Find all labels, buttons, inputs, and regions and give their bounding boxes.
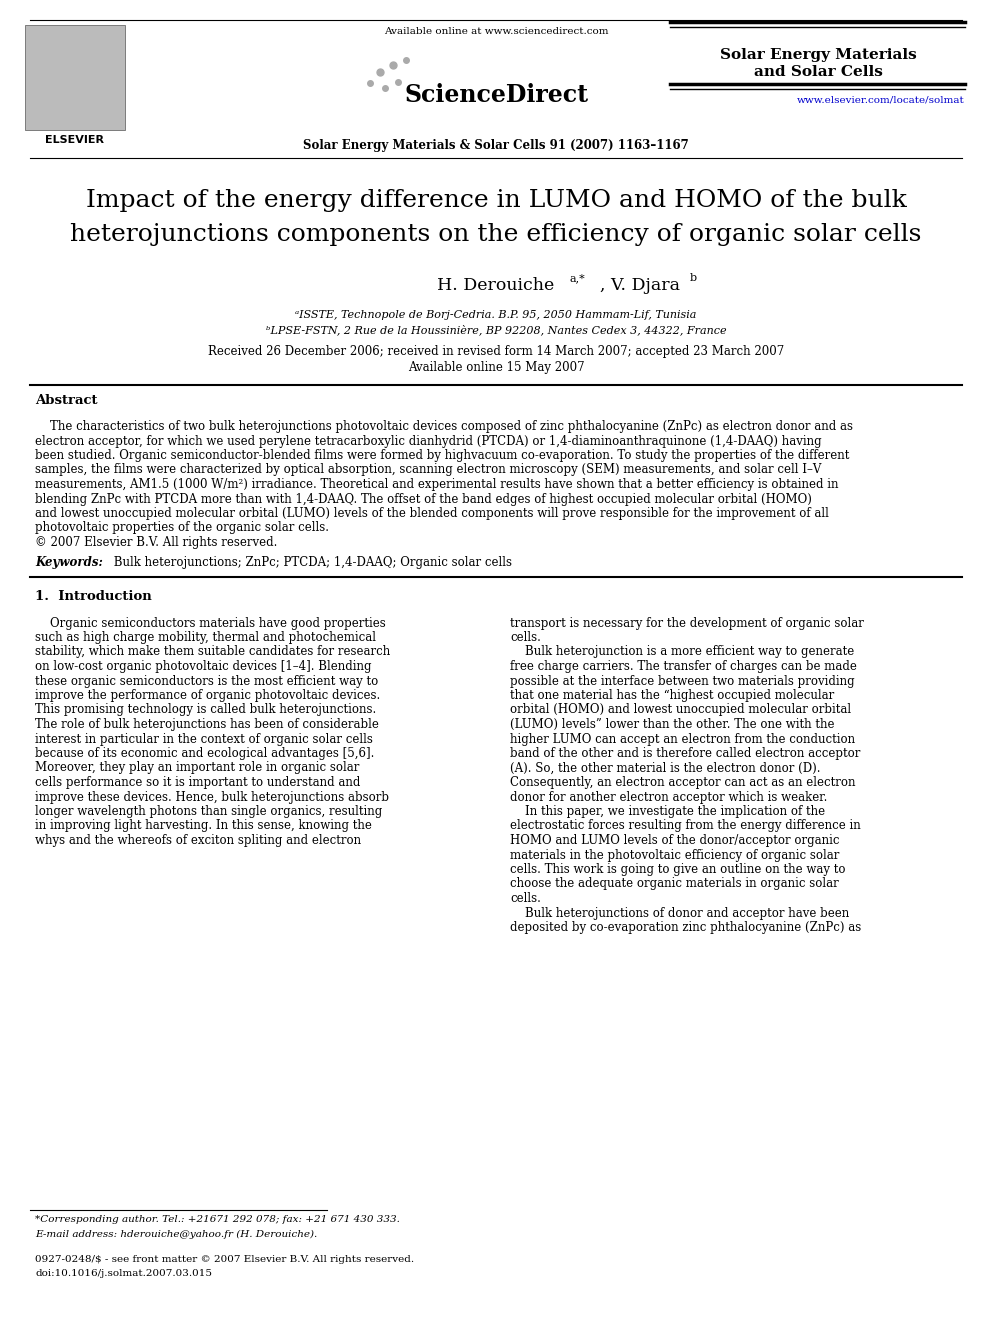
Text: In this paper, we investigate the implication of the: In this paper, we investigate the implic…: [510, 804, 825, 818]
Text: and Solar Cells: and Solar Cells: [754, 65, 883, 79]
Text: higher LUMO can accept an electron from the conduction: higher LUMO can accept an electron from …: [510, 733, 855, 745]
Text: materials in the photovoltaic efficiency of organic solar: materials in the photovoltaic efficiency…: [510, 848, 839, 861]
Text: such as high charge mobility, thermal and photochemical: such as high charge mobility, thermal an…: [35, 631, 376, 644]
Text: cells. This work is going to give an outline on the way to: cells. This work is going to give an out…: [510, 863, 845, 876]
Text: choose the adequate organic materials in organic solar: choose the adequate organic materials in…: [510, 877, 839, 890]
Text: electron acceptor, for which we used perylene tetracarboxylic dianhydrid (PTCDA): electron acceptor, for which we used per…: [35, 434, 821, 447]
Text: Keywords:: Keywords:: [35, 556, 103, 569]
Text: transport is necessary for the development of organic solar: transport is necessary for the developme…: [510, 617, 864, 630]
Text: This promising technology is called bulk heterojunctions.: This promising technology is called bulk…: [35, 704, 376, 717]
Text: Received 26 December 2006; received in revised form 14 March 2007; accepted 23 M: Received 26 December 2006; received in r…: [208, 345, 784, 359]
Text: improve the performance of organic photovoltaic devices.: improve the performance of organic photo…: [35, 689, 380, 703]
Text: cells.: cells.: [510, 892, 541, 905]
Text: 1.  Introduction: 1. Introduction: [35, 590, 152, 603]
Text: The characteristics of two bulk heterojunctions photovoltaic devices composed of: The characteristics of two bulk heteroju…: [35, 419, 853, 433]
Text: free charge carriers. The transfer of charges can be made: free charge carriers. The transfer of ch…: [510, 660, 857, 673]
Text: been studied. Organic semiconductor-blended films were formed by highvacuum co-e: been studied. Organic semiconductor-blen…: [35, 448, 849, 462]
Text: Abstract: Abstract: [35, 393, 97, 406]
Text: Bulk heterojunctions of donor and acceptor have been: Bulk heterojunctions of donor and accept…: [510, 906, 849, 919]
Text: Available online at www.sciencedirect.com: Available online at www.sciencedirect.co…: [384, 28, 608, 37]
Text: Solar Energy Materials: Solar Energy Materials: [719, 48, 917, 62]
Text: orbital (HOMO) and lowest unoccupied molecular orbital: orbital (HOMO) and lowest unoccupied mol…: [510, 704, 851, 717]
Text: b: b: [690, 273, 697, 283]
Text: blending ZnPc with PTCDA more than with 1,4-DAAQ. The offset of the band edges o: blending ZnPc with PTCDA more than with …: [35, 492, 811, 505]
Text: HOMO and LUMO levels of the donor/acceptor organic: HOMO and LUMO levels of the donor/accept…: [510, 833, 839, 847]
Text: cells.: cells.: [510, 631, 541, 644]
Text: (A). So, the other material is the electron donor (D).: (A). So, the other material is the elect…: [510, 762, 820, 774]
Text: *Corresponding author. Tel.: +21671 292 078; fax: +21 671 430 333.: *Corresponding author. Tel.: +21671 292 …: [35, 1216, 400, 1225]
Text: that one material has the “highest occupied molecular: that one material has the “highest occup…: [510, 689, 834, 703]
Text: Available online 15 May 2007: Available online 15 May 2007: [408, 360, 584, 373]
Text: whys and the whereofs of exciton spliting and electron: whys and the whereofs of exciton splitin…: [35, 833, 361, 847]
Text: these organic semiconductors is the most efficient way to: these organic semiconductors is the most…: [35, 675, 378, 688]
Text: www.elsevier.com/locate/solmat: www.elsevier.com/locate/solmat: [798, 95, 965, 105]
Text: ᵇLPSE-FSTN, 2 Rue de la Houssinière, BP 92208, Nantes Cedex 3, 44322, France: ᵇLPSE-FSTN, 2 Rue de la Houssinière, BP …: [266, 324, 726, 336]
Text: The role of bulk heterojunctions has been of considerable: The role of bulk heterojunctions has bee…: [35, 718, 379, 732]
Text: interest in particular in the context of organic solar cells: interest in particular in the context of…: [35, 733, 373, 745]
Text: stability, which make them suitable candidates for research: stability, which make them suitable cand…: [35, 646, 390, 659]
Text: electrostatic forces resulting from the energy difference in: electrostatic forces resulting from the …: [510, 819, 861, 832]
Text: improve these devices. Hence, bulk heterojunctions absorb: improve these devices. Hence, bulk heter…: [35, 791, 389, 803]
Text: photovoltaic properties of the organic solar cells.: photovoltaic properties of the organic s…: [35, 521, 329, 534]
Text: E-mail address: hderouiche@yahoo.fr (H. Derouiche).: E-mail address: hderouiche@yahoo.fr (H. …: [35, 1229, 317, 1238]
Text: Organic semiconductors materials have good properties: Organic semiconductors materials have go…: [35, 617, 386, 630]
Text: doi:10.1016/j.solmat.2007.03.015: doi:10.1016/j.solmat.2007.03.015: [35, 1270, 212, 1278]
Text: on low-cost organic photovoltaic devices [1–4]. Blending: on low-cost organic photovoltaic devices…: [35, 660, 371, 673]
Text: measurements, AM1.5 (1000 W/m²) irradiance. Theoretical and experimental results: measurements, AM1.5 (1000 W/m²) irradian…: [35, 478, 838, 491]
Text: possible at the interface between two materials providing: possible at the interface between two ma…: [510, 675, 855, 688]
Text: deposited by co-evaporation zinc phthalocyanine (ZnPc) as: deposited by co-evaporation zinc phthalo…: [510, 921, 861, 934]
Text: ScienceDirect: ScienceDirect: [404, 83, 588, 107]
Text: © 2007 Elsevier B.V. All rights reserved.: © 2007 Elsevier B.V. All rights reserved…: [35, 536, 278, 549]
Text: because of its economic and ecological advantages [5,6].: because of its economic and ecological a…: [35, 747, 374, 759]
Text: cells performance so it is important to understand and: cells performance so it is important to …: [35, 777, 360, 789]
Text: Solar Energy Materials & Solar Cells 91 (2007) 1163–1167: Solar Energy Materials & Solar Cells 91 …: [304, 139, 688, 152]
Text: (LUMO) levels” lower than the other. The one with the: (LUMO) levels” lower than the other. The…: [510, 718, 834, 732]
Text: and lowest unoccupied molecular orbital (LUMO) levels of the blended components : and lowest unoccupied molecular orbital …: [35, 507, 829, 520]
Text: longer wavelength photons than single organics, resulting: longer wavelength photons than single or…: [35, 804, 382, 818]
Text: 0927-0248/$ - see front matter © 2007 Elsevier B.V. All rights reserved.: 0927-0248/$ - see front matter © 2007 El…: [35, 1256, 414, 1265]
Text: a,*: a,*: [570, 273, 585, 283]
FancyBboxPatch shape: [25, 25, 125, 130]
Text: samples, the films were characterized by optical absorption, scanning electron m: samples, the films were characterized by…: [35, 463, 821, 476]
Text: heterojunctions components on the efficiency of organic solar cells: heterojunctions components on the effici…: [70, 224, 922, 246]
Text: ᵃISSTE, Technopole de Borj-Cedria. B.P. 95, 2050 Hammam-Lif, Tunisia: ᵃISSTE, Technopole de Borj-Cedria. B.P. …: [296, 310, 696, 320]
Text: Bulk heterojunctions; ZnPc; PTCDA; 1,4-DAAQ; Organic solar cells: Bulk heterojunctions; ZnPc; PTCDA; 1,4-D…: [110, 556, 512, 569]
Text: ELSEVIER: ELSEVIER: [46, 135, 104, 146]
Text: Moreover, they play an important role in organic solar: Moreover, they play an important role in…: [35, 762, 359, 774]
Text: H. Derouiche: H. Derouiche: [437, 277, 555, 294]
Text: donor for another electron acceptor which is weaker.: donor for another electron acceptor whic…: [510, 791, 827, 803]
Text: Bulk heterojunction is a more efficient way to generate: Bulk heterojunction is a more efficient …: [510, 646, 854, 659]
Text: band of the other and is therefore called electron acceptor: band of the other and is therefore calle…: [510, 747, 860, 759]
Text: Impact of the energy difference in LUMO and HOMO of the bulk: Impact of the energy difference in LUMO …: [85, 188, 907, 212]
Text: Consequently, an electron acceptor can act as an electron: Consequently, an electron acceptor can a…: [510, 777, 855, 789]
Text: , V. Djara: , V. Djara: [600, 277, 680, 294]
Text: in improving light harvesting. In this sense, knowing the: in improving light harvesting. In this s…: [35, 819, 372, 832]
